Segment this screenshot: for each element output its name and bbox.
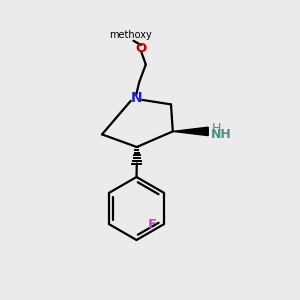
Polygon shape (173, 127, 208, 136)
Text: methoxy: methoxy (109, 30, 152, 40)
Text: NH: NH (211, 128, 231, 141)
Text: H: H (212, 122, 221, 135)
Text: N: N (130, 92, 142, 105)
Text: F: F (148, 218, 157, 231)
Text: O: O (135, 41, 147, 55)
